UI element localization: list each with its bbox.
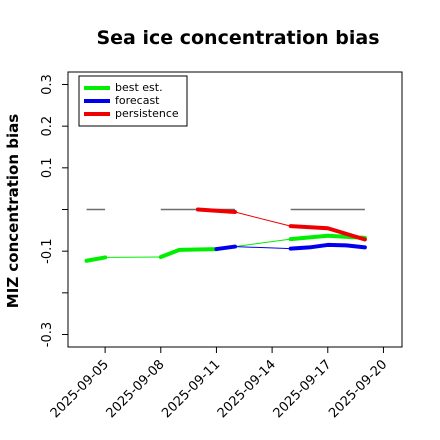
x-tick-label-3: 2025-09-14	[215, 357, 279, 421]
x-tick-label-5: 2025-09-20	[326, 357, 390, 421]
series-persistence-segment-1	[234, 211, 292, 227]
y-tick-label-2: -0.1	[40, 238, 55, 263]
series-forecast-segment-0	[214, 244, 237, 252]
series-best-est-segment-2	[158, 247, 219, 259]
series-lines	[84, 207, 367, 263]
x-tick-label-0: 2025-09-05	[48, 357, 112, 421]
series-best-est-segment-0	[84, 255, 108, 263]
y-axis: -0.3 -0.1 0.1 0.2 0.3	[40, 74, 68, 347]
series-persistence-segment-0	[195, 207, 237, 214]
y-tick-label-4: 0.1	[40, 157, 55, 178]
series-forecast-segment-2	[288, 242, 367, 251]
legend: best est. forecast persistence	[78, 75, 188, 127]
x-axis: 2025-09-052025-09-082025-09-112025-09-14…	[48, 347, 390, 421]
y-tick-label-5: 0.2	[40, 116, 55, 137]
chart-title: Sea ice concentration bias	[96, 27, 379, 49]
y-tick-label-0: -0.3	[40, 322, 55, 347]
series-persistence-segment-2	[288, 224, 367, 242]
x-tick-label-2: 2025-09-11	[159, 357, 223, 421]
x-tick-label-1: 2025-09-08	[104, 357, 168, 421]
legend-label-forecast: forecast	[115, 94, 160, 107]
series-forecast-segment-1	[234, 246, 292, 250]
legend-label-best-est: best est.	[115, 81, 163, 94]
x-tick-label-4: 2025-09-17	[271, 357, 335, 421]
y-tick-label-6: 0.3	[40, 74, 55, 95]
legend-label-persistence: persistence	[115, 107, 179, 120]
y-axis-label: MIZ concentration bias	[4, 114, 22, 308]
